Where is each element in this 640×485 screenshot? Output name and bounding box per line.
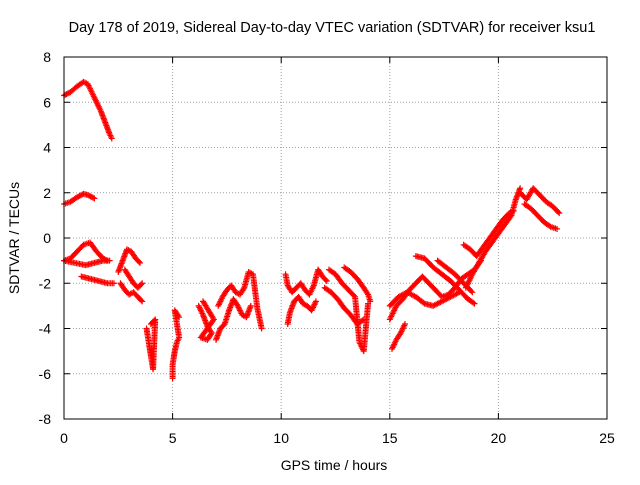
- series-arc-13: [215, 268, 265, 332]
- series-arc-17: [325, 266, 372, 355]
- x-tick-label: 15: [382, 430, 398, 446]
- data-point: [402, 320, 409, 327]
- data-point: [350, 292, 357, 299]
- data-point: [312, 298, 319, 305]
- data-point: [323, 277, 330, 284]
- series-arc-5: [78, 273, 117, 287]
- y-tick-label: -2: [39, 275, 52, 291]
- data-point: [64, 90, 71, 97]
- x-axis-label: GPS time / hours: [281, 457, 388, 473]
- data-point: [88, 194, 95, 201]
- data-point: [137, 259, 144, 266]
- series-arc-7: [117, 280, 146, 305]
- data-point: [86, 192, 93, 199]
- data-point: [468, 288, 475, 295]
- data-point: [87, 193, 94, 200]
- series-arc-18: [341, 264, 374, 305]
- data-point: [364, 290, 371, 297]
- data-point: [247, 302, 254, 309]
- series-arc-26: [517, 185, 563, 217]
- series-arc-4: [61, 257, 113, 269]
- data-point: [138, 297, 145, 304]
- series-arc-23: [434, 257, 476, 296]
- data-point: [138, 281, 145, 288]
- data-point: [555, 208, 562, 215]
- data-point: [470, 299, 477, 306]
- data-point: [91, 195, 98, 202]
- data-point: [469, 289, 476, 296]
- data-point: [84, 192, 91, 199]
- data-point: [139, 298, 146, 305]
- data-point: [556, 210, 563, 217]
- data-point: [175, 312, 182, 319]
- data-point: [90, 194, 97, 201]
- data-point: [240, 286, 247, 293]
- y-tick-label: -6: [39, 366, 52, 382]
- x-tick-label: 5: [169, 430, 177, 446]
- data-point: [471, 300, 478, 307]
- series-arc-16: [321, 284, 367, 327]
- x-tick-label: 0: [60, 430, 68, 446]
- y-tick-label: -8: [39, 411, 52, 427]
- data-point: [359, 317, 366, 324]
- series-arc-14: [282, 266, 330, 298]
- data-point: [176, 314, 183, 321]
- x-tick-label: 20: [491, 430, 507, 446]
- data-point: [367, 298, 374, 305]
- data-point: [200, 298, 207, 305]
- data-point: [76, 192, 83, 199]
- y-tick-label: 6: [43, 94, 51, 110]
- data-point: [148, 319, 155, 326]
- y-tick-label: 8: [43, 49, 51, 65]
- data-point: [258, 325, 265, 332]
- chart-title: Day 178 of 2019, Sidereal Day-to-day VTE…: [69, 20, 596, 36]
- data-point: [110, 280, 117, 287]
- data-point: [135, 258, 142, 265]
- x-tick-label: 25: [599, 430, 615, 446]
- data-point: [62, 91, 69, 98]
- series-arc-11: [195, 298, 217, 343]
- y-tick-label: -4: [39, 321, 52, 337]
- series-arc-20: [386, 289, 463, 309]
- data-point: [420, 299, 427, 306]
- data-point: [200, 299, 207, 306]
- data-point: [77, 192, 84, 199]
- data-point: [322, 276, 329, 283]
- data-point: [75, 193, 82, 200]
- series-arc-25: [460, 207, 517, 260]
- series-arc-15: [284, 293, 319, 327]
- series-arc-9: [143, 316, 159, 373]
- series-arc-10: [169, 307, 183, 382]
- y-tick-label: 4: [43, 140, 51, 156]
- y-axis-label: SDTVAR / TECUs: [6, 182, 22, 294]
- data-point: [74, 194, 81, 201]
- series-arc-27: [521, 201, 561, 232]
- series-arc-8: [121, 266, 146, 291]
- series-arc-1: [61, 78, 115, 142]
- y-tick-label: 0: [43, 230, 51, 246]
- data-point: [147, 320, 154, 327]
- series-arc-22: [412, 253, 478, 307]
- data-point: [139, 280, 146, 287]
- marks-layer: [61, 78, 563, 382]
- data-point: [510, 207, 517, 214]
- data-point: [63, 91, 70, 98]
- series-arc-12: [213, 296, 254, 343]
- data-point: [106, 257, 113, 264]
- y-tick-label: 2: [43, 185, 51, 201]
- x-tick-label: 10: [273, 430, 289, 446]
- axis-layer: 0 5 10 15 20 25 -8 -6 -4 -2 0 2 4 6 8: [39, 49, 615, 446]
- data-point: [554, 225, 561, 232]
- series-arc-6: [115, 246, 144, 275]
- series-arc-21: [388, 320, 409, 352]
- data-point: [108, 135, 115, 142]
